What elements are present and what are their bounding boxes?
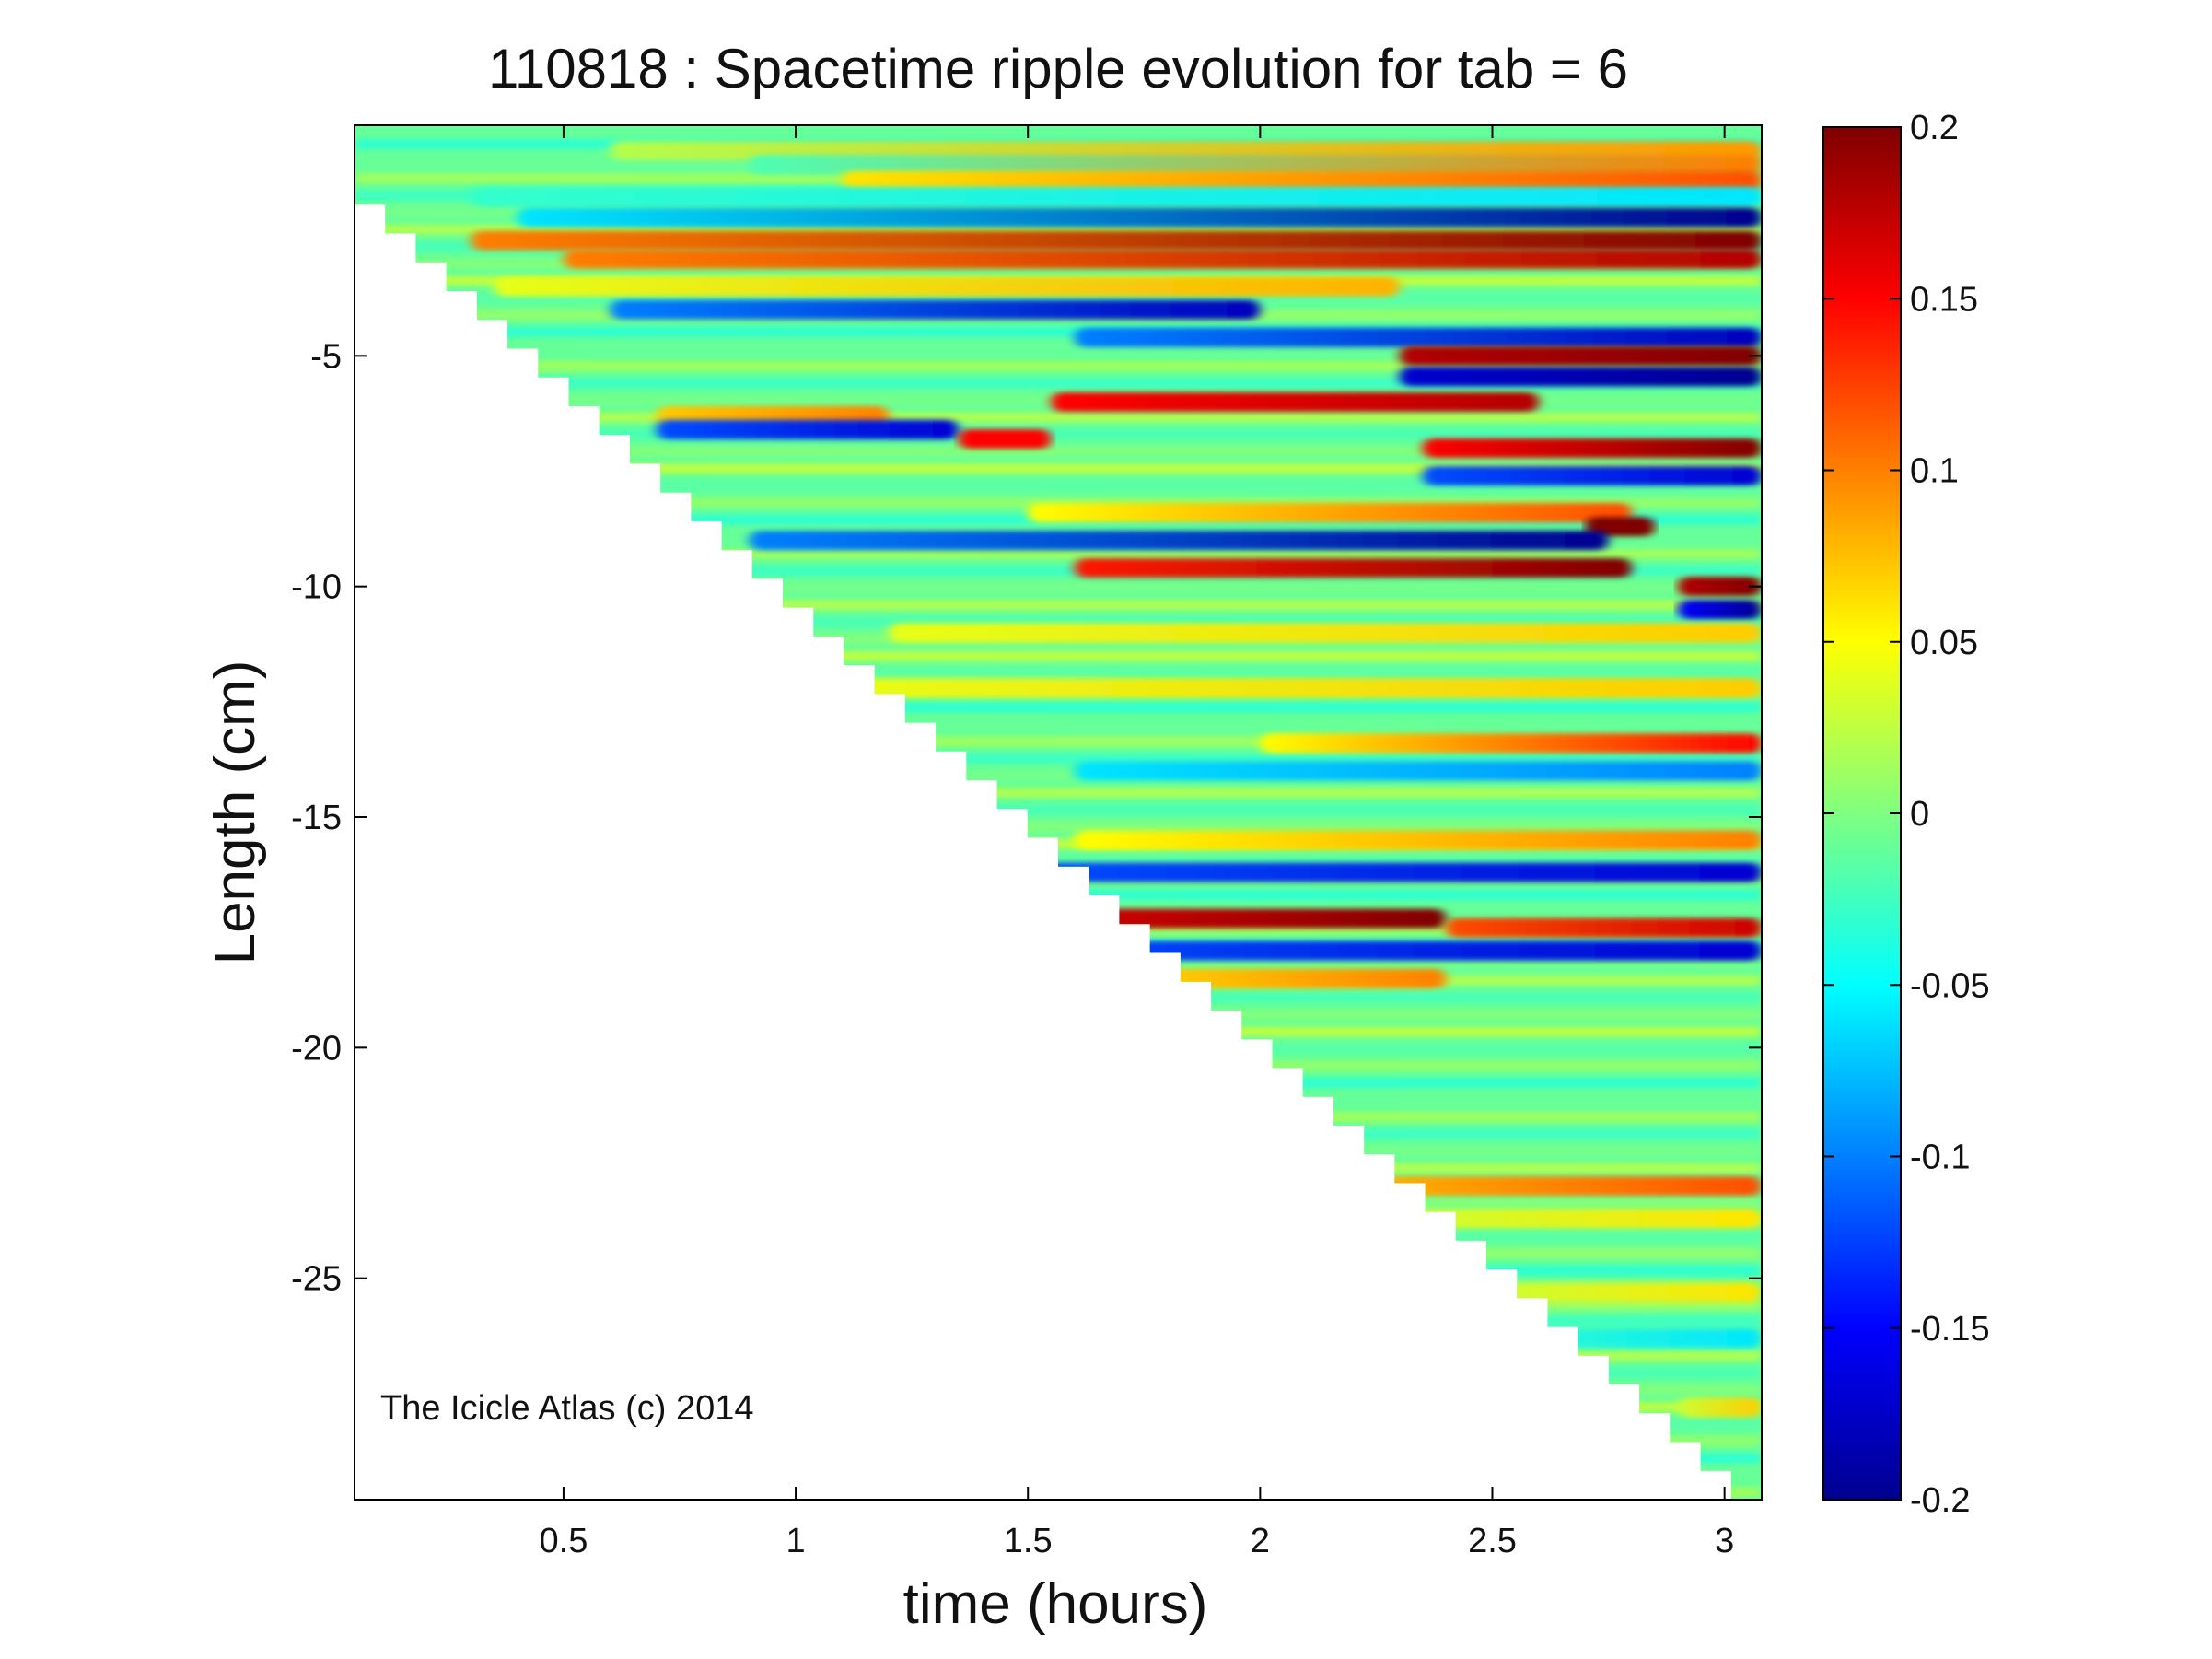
heatmap-band (1074, 830, 1762, 850)
heatmap-texture-band (355, 548, 1762, 559)
heatmap-band (1678, 577, 1762, 597)
heatmap-band (1074, 327, 1762, 347)
heatmap-texture-band (355, 753, 1762, 764)
heatmap-band (517, 207, 1762, 228)
heatmap-band (749, 155, 1762, 175)
heatmap-texture-band (355, 326, 1762, 337)
heatmap-band (1399, 345, 1762, 366)
heatmap-texture-band (355, 770, 1762, 781)
colorbar-tick-label: -0.05 (1910, 966, 1990, 1005)
heatmap-texture-band (355, 292, 1762, 303)
colorbar-tick-label: 0.05 (1910, 624, 1978, 662)
x-tick-label: 1 (786, 1522, 806, 1560)
heatmap-band (1422, 438, 1762, 458)
heatmap-texture-band (355, 360, 1762, 371)
heatmap-texture-band (355, 566, 1762, 577)
heatmap-band (1585, 517, 1656, 537)
heatmap-band (958, 428, 1052, 449)
chart-title: 110818 : Spacetime ripple evolution for … (488, 38, 1628, 99)
x-axis-ticks: 0.5 1 1.5 2 2.5 3 (540, 125, 1734, 1560)
colorbar-tick-label: 0.15 (1910, 280, 1978, 319)
y-tick-label: -25 (291, 1260, 342, 1299)
colorbar-tick-label: -0.2 (1910, 1481, 1970, 1520)
y-tick-label: -15 (291, 799, 342, 837)
colorbar-tick-label: 0 (1910, 795, 1929, 834)
y-axis-ticks: -5 -10 -15 -20 -25 (291, 337, 1762, 1299)
heatmap-texture-band (355, 412, 1762, 423)
heatmap-band (888, 623, 1762, 643)
plot-frame (354, 124, 1763, 1501)
heatmap-band (563, 249, 1762, 269)
plot-area: 0.5 1 1.5 2 2.5 3 -5 -10 -15 -20 -25 (291, 124, 1763, 1560)
heatmap-band (1376, 1176, 1762, 1197)
heatmap-texture-band (355, 719, 1762, 730)
heatmap-texture-band (355, 856, 1762, 867)
x-tick-label: 0.5 (540, 1522, 588, 1560)
heatmap-texture-band (355, 650, 1762, 661)
heatmap-band (471, 187, 1762, 207)
heatmap-texture-band (355, 616, 1762, 627)
x-tick-label: 2 (1251, 1522, 1270, 1560)
heatmap-band (1260, 733, 1762, 754)
heatmap-band (1028, 940, 1762, 961)
x-tick-label: 1.5 (1004, 1522, 1053, 1560)
heatmap-band (1051, 391, 1539, 412)
copyright-annotation: The Icicle Atlas (c) 2014 (380, 1389, 754, 1428)
heatmap-texture-band (355, 668, 1762, 679)
heatmap-texture-band (355, 736, 1762, 747)
heatmap-texture-band (355, 838, 1762, 849)
heatmap-band (1399, 1209, 1762, 1229)
colorbar-ticks: 0.2 0.15 0.1 0.05 0 -0.05 -0.1 -0.15 -0.2 (1823, 109, 1990, 1520)
x-tick-label: 2.5 (1468, 1522, 1517, 1560)
y-tick-label: -5 (310, 337, 342, 376)
heatmap-texture-band (355, 344, 1762, 355)
heatmap-band (1074, 761, 1762, 781)
heatmap-texture-band (355, 480, 1762, 491)
heatmap-texture-band (355, 822, 1762, 833)
heatmap-texture-band (355, 600, 1762, 611)
heatmap-band (610, 299, 1261, 320)
heatmap-texture-band (355, 702, 1762, 713)
heatmap-band (1678, 1397, 1762, 1418)
y-axis-label: Length (cm) (204, 660, 267, 965)
y-tick-label: -20 (291, 1029, 342, 1068)
heatmap-band (749, 531, 1609, 551)
heatmap-band (656, 419, 959, 439)
heatmap-band (471, 230, 1762, 251)
heatmap-texture-band (355, 428, 1762, 439)
colorbar-tick-label: 0.2 (1910, 109, 1959, 147)
x-axis-label: time (hours) (903, 1572, 1208, 1636)
heatmap-band (842, 170, 1762, 191)
colorbar-gradient (1822, 126, 1902, 1501)
colorbar-tick-label: 0.1 (1910, 452, 1959, 491)
heatmap-texture-band (355, 804, 1762, 815)
heatmap-band (1028, 862, 1762, 882)
heatmap-band (1074, 558, 1632, 578)
colorbar-tick-label: -0.1 (1910, 1139, 1970, 1177)
x-tick-label: 3 (1715, 1522, 1734, 1560)
heatmap-band (1492, 1282, 1762, 1303)
heatmap-band (1678, 600, 1762, 620)
heatmap-texture-band (355, 582, 1762, 593)
heatmap-band (1446, 917, 1762, 938)
colorbar: 0.2 0.15 0.1 0.05 0 -0.05 -0.1 -0.15 -0.2 (1822, 109, 1990, 1520)
heatmap-texture-band (355, 497, 1762, 508)
heatmap-band (1028, 503, 1632, 523)
y-tick-label: -10 (291, 568, 342, 607)
colorbar-tick-label: -0.15 (1910, 1310, 1990, 1349)
heatmap-texture-band (355, 787, 1762, 798)
heatmap-band (1422, 465, 1762, 486)
heatmap-texture-band (355, 462, 1762, 474)
heatmap-texture-band (355, 224, 1762, 235)
heatmap-band (494, 276, 1400, 297)
heatmap-band (796, 678, 1762, 698)
heatmap-band (1399, 367, 1762, 387)
heatmap-texture-band (355, 378, 1762, 389)
heatmap-texture-band (355, 446, 1762, 457)
